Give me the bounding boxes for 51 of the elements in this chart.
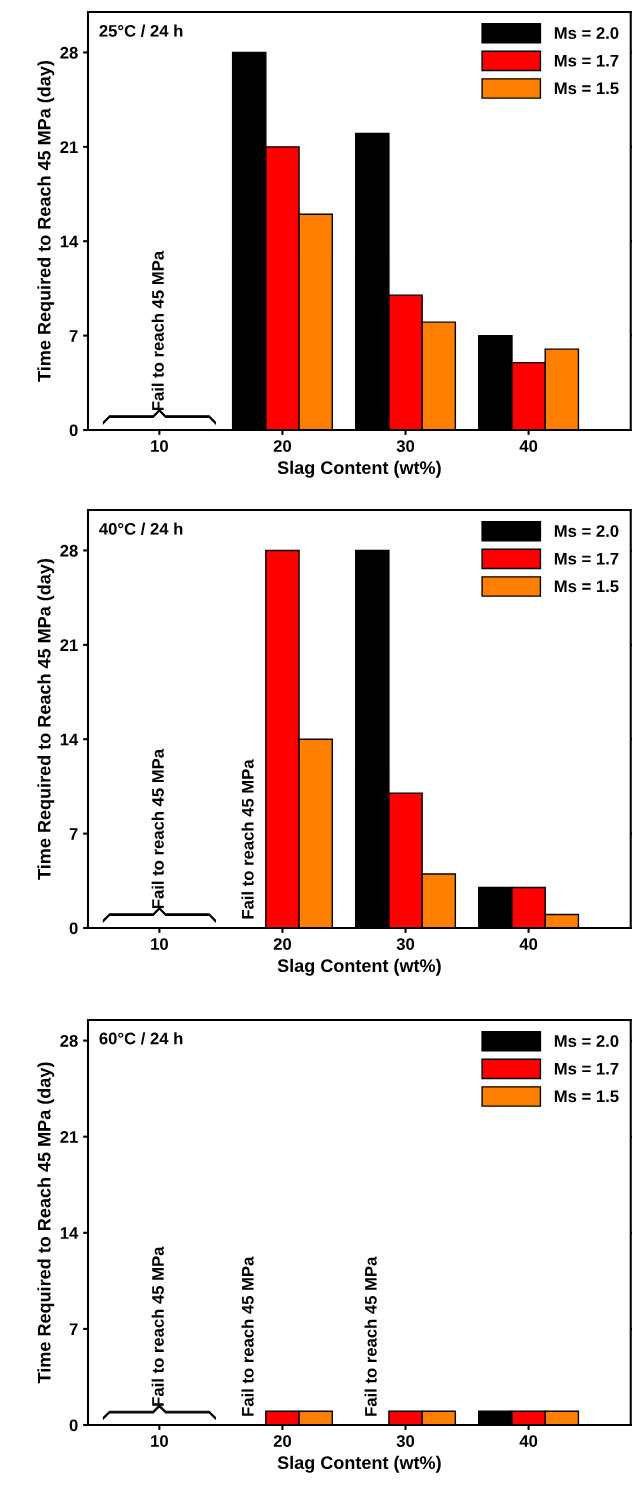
y-tick-label: 28: [60, 544, 78, 557]
x-tick-label: 20: [273, 1435, 292, 1447]
x-tick-label: 40: [519, 938, 538, 950]
legend-label: Ms = 2.0: [554, 27, 619, 39]
annotation: Fail to reach 45 MPa: [364, 1256, 377, 1416]
x-tick-label: 20: [273, 440, 292, 452]
x-tick-label: 20: [273, 938, 292, 950]
y-tick-label: 0: [69, 1419, 78, 1432]
text: 25°C / 24 h: [99, 24, 183, 37]
annotation: Fail to reach 45 MPa: [151, 1246, 164, 1406]
legend-label: Ms = 1.7: [554, 552, 619, 565]
legend-label: Ms = 1.7: [554, 54, 619, 67]
text: 60°C / 24 h: [99, 1032, 183, 1045]
text: 40°C / 24 h: [99, 522, 183, 535]
legend-label: Ms = 2.0: [554, 525, 619, 537]
x-tick-label: 10: [151, 938, 168, 950]
annotation: Fail to reach 45 MPa: [151, 748, 164, 909]
y-tick-label: 0: [69, 424, 78, 437]
x-tick-label: 10: [151, 440, 168, 452]
y-tick-label: 7: [69, 828, 78, 840]
y-tick-label: 21: [60, 1131, 78, 1143]
x-axis-title: Slag Content (wt%): [277, 1455, 441, 1473]
y-tick-label: 0: [69, 922, 78, 935]
x-tick-label: 30: [396, 1435, 415, 1447]
y-tick-label: 14: [60, 733, 79, 746]
y-tick-label: 14: [60, 235, 79, 248]
legend-label: Ms = 2.0: [554, 1035, 619, 1047]
y-axis-title: Time Required to Reach 45 MPa (day): [37, 559, 55, 880]
x-tick-label: 40: [519, 440, 538, 452]
y-axis-title: Time Required to Reach 45 MPa (day): [37, 1062, 55, 1384]
annotation: Fail to reach 45 MPa: [241, 759, 254, 919]
y-tick-label: 14: [60, 1227, 79, 1239]
y-tick-label: 21: [60, 141, 78, 153]
x-tick-label: 30: [396, 440, 415, 452]
annotation: Fail to reach 45 MPa: [241, 1256, 254, 1416]
legend-label: Ms = 1.7: [554, 1062, 619, 1075]
y-tick-label: 7: [69, 1323, 78, 1335]
x-tick-label: 40: [519, 1435, 538, 1447]
x-axis-title: Slag Content (wt%): [277, 958, 441, 976]
y-tick-label: 28: [60, 1034, 78, 1047]
legend-label: Ms = 1.5: [554, 82, 619, 95]
y-tick-label: 7: [69, 330, 78, 342]
legend-label: Ms = 1.5: [554, 1090, 619, 1103]
y-axis-title: Time Required to Reach 45 MPa (day): [37, 61, 55, 382]
y-tick-label: 21: [60, 639, 78, 651]
x-axis-title: Slag Content (wt%): [277, 460, 441, 478]
legend-label: Ms = 1.5: [554, 580, 619, 593]
y-tick-label: 28: [60, 46, 78, 59]
annotation: Fail to reach 45 MPa: [151, 250, 164, 411]
x-tick-label: 10: [151, 1435, 168, 1447]
x-tick-label: 30: [396, 938, 415, 950]
